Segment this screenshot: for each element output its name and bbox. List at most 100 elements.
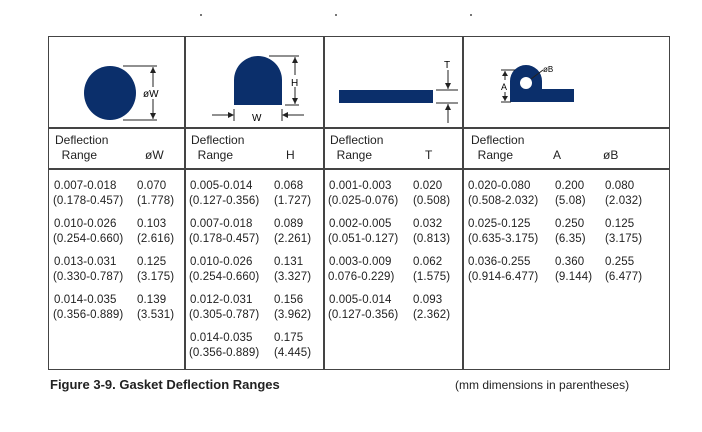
deflection-range-value: (0.305-0.787) xyxy=(189,309,260,321)
dimension-value: (3.175) xyxy=(137,271,175,283)
header-deflection-range: Deflection Range xyxy=(191,133,245,162)
dimension-value: (6.477) xyxy=(605,271,643,283)
deflection-range-value: 0.003-0.009 xyxy=(329,256,392,268)
units-note: (mm dimensions in parentheses) xyxy=(455,378,630,392)
deflection-range-value: 0.007-0.018 xyxy=(54,180,117,192)
dimension-value: (9.144) xyxy=(555,271,593,283)
dimension-value: 0.175 xyxy=(274,332,304,344)
deflection-range-value: (0.330-0.787) xyxy=(53,271,124,283)
svg-text:W: W xyxy=(252,113,262,124)
deflection-range-value: (0.914-6.477) xyxy=(468,271,539,283)
dimension-value: (4.445) xyxy=(274,347,312,359)
dimension-value: 0.103 xyxy=(137,218,167,230)
svg-text:øB: øB xyxy=(543,65,553,74)
gasket-table: øW Deflection Range øW 0.007-0.018 0.070 (… xyxy=(48,36,670,370)
deflection-range-value: 0.005-0.014 xyxy=(190,180,253,192)
header-dim: T xyxy=(425,148,433,162)
dimension-value: 0.089 xyxy=(274,218,304,230)
column-round: øW Deflection Range øW 0.007-0.018 0.070 (… xyxy=(49,37,184,369)
deflection-range-value: (0.127-0.356) xyxy=(189,195,260,207)
deflection-range-value: 0.013-0.031 xyxy=(54,256,117,268)
divider xyxy=(184,37,186,369)
deflection-range-value: (0.356-0.889) xyxy=(189,347,260,359)
deflection-range-value: 0.012-0.031 xyxy=(190,294,253,306)
deflection-range-value: 0.020-0.080 xyxy=(468,180,531,192)
dimension-value: 0.131 xyxy=(274,256,304,268)
dimension-value: 0.020 xyxy=(413,180,443,192)
dimension-value: 0.200 xyxy=(555,180,585,192)
dimension-value: (1.727) xyxy=(274,195,312,207)
deflection-range-value: 0.036-0.255 xyxy=(468,256,531,268)
p-shape-gasket-figure: A øB xyxy=(501,65,574,103)
dimension-value: (5.08) xyxy=(555,195,586,207)
dimension-value: (3.175) xyxy=(605,233,643,245)
deflection-range-value: 0.010-0.026 xyxy=(54,218,117,230)
deflection-range-value: 0.001-0.003 xyxy=(329,180,392,192)
d-shape-gasket-figure: H W xyxy=(212,55,304,124)
divider xyxy=(462,37,464,369)
deflection-range-value: (0.356-0.889) xyxy=(53,309,124,321)
deflection-range-value: (0.254-0.660) xyxy=(189,271,260,283)
dimension-value: 0.360 xyxy=(555,256,585,268)
svg-text:A: A xyxy=(501,82,507,92)
divider xyxy=(323,37,325,369)
header-dim: øW xyxy=(145,148,164,162)
column-strip: T Deflection Range T 0.001-0.003 0.020 (0.… xyxy=(324,37,462,369)
deflection-range-value: 0.007-0.018 xyxy=(190,218,253,230)
deflection-range-value: 0.014-0.035 xyxy=(54,294,117,306)
dimension-value: 0.070 xyxy=(137,180,167,192)
dimension-value: 0.250 xyxy=(555,218,585,230)
deflection-range-value: (0.254-0.660) xyxy=(53,233,124,245)
dimension-value: 0.062 xyxy=(413,256,443,268)
dimension-value: (3.531) xyxy=(137,309,175,321)
dimension-value: 0.255 xyxy=(605,256,635,268)
deflection-range-value: (0.635-3.175) xyxy=(468,233,539,245)
divider xyxy=(49,168,669,170)
figure-caption: Figure 3-9. Gasket Deflection Ranges xyxy=(50,377,280,392)
dimension-value: 0.139 xyxy=(137,294,167,306)
dimension-value: (1.575) xyxy=(413,271,451,283)
deflection-range-value: (0.508-2.032) xyxy=(468,195,539,207)
deflection-range-value: 0.014-0.035 xyxy=(190,332,253,344)
deflection-range-value: 0.005-0.014 xyxy=(329,294,392,306)
header-deflection-range: Deflection Range xyxy=(330,133,384,162)
deflection-range-value: 0.002-0.005 xyxy=(329,218,392,230)
dimension-value: (6.35) xyxy=(555,233,586,245)
header-dim-a: A xyxy=(553,148,562,162)
dimension-value: 0.125 xyxy=(605,218,635,230)
deflection-range-value: 0.025-0.125 xyxy=(468,218,531,230)
svg-text:H: H xyxy=(291,78,298,89)
deflection-range-value: (0.127-0.356) xyxy=(328,309,399,321)
mark xyxy=(335,14,337,16)
deflection-range-value: 0.010-0.026 xyxy=(190,256,253,268)
dimension-value: (2.261) xyxy=(274,233,312,245)
dimension-value: 0.080 xyxy=(605,180,635,192)
header-deflection-range: Deflection Range xyxy=(55,133,109,162)
deflection-range-value: (0.025-0.076) xyxy=(328,195,399,207)
dimension-value: 0.068 xyxy=(274,180,304,192)
header-dim: H xyxy=(286,148,295,162)
dimension-value: (0.508) xyxy=(413,195,451,207)
dimension-value: (2.362) xyxy=(413,309,451,321)
dimension-value: 0.156 xyxy=(274,294,304,306)
header-deflection-range: Deflection Range xyxy=(471,133,525,162)
round-gasket-figure: øW xyxy=(84,65,159,121)
dimension-value: 0.093 xyxy=(413,294,443,306)
svg-text:øW: øW xyxy=(143,89,159,100)
dimension-value: (3.962) xyxy=(274,309,312,321)
column-d-shape: H W Deflection Range H 0.005-0.014 0.068 (… xyxy=(185,37,323,369)
deflection-range-value: 0.076-0.229) xyxy=(328,271,395,283)
dimension-value: (2.616) xyxy=(137,233,175,245)
divider xyxy=(49,127,669,129)
mark xyxy=(200,14,202,16)
column-p-shape: A øB Deflection Range A øB 0.020-0.080 0.… xyxy=(463,37,669,369)
dimension-value: (3.327) xyxy=(274,271,312,283)
mark xyxy=(470,14,472,16)
header-dim-b: øB xyxy=(603,148,619,162)
deflection-range-value: (0.178-0.457) xyxy=(189,233,260,245)
dimension-value: (1.778) xyxy=(137,195,175,207)
dimension-value: 0.125 xyxy=(137,256,167,268)
svg-text:T: T xyxy=(444,60,450,71)
dimension-value: (0.813) xyxy=(413,233,451,245)
strip-gasket-figure: T xyxy=(339,60,458,123)
